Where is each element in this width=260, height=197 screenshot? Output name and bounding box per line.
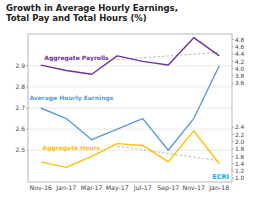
chart: Growth in Average Hourly Earnings,Total … <box>0 0 260 197</box>
y2-tick <box>232 68 234 69</box>
y2-tick-label: 4.6 <box>235 44 245 50</box>
y2-tick-label: 2.0 <box>235 139 245 145</box>
y2-tick-label: 1.6 <box>235 154 245 160</box>
y-tick-label: 2.6 <box>15 125 25 132</box>
annotation: ECRI <box>212 173 229 181</box>
series-label: Aggregate Payrolls <box>44 54 109 62</box>
y2-tick <box>232 171 234 172</box>
grid <box>28 66 232 151</box>
plot-frame <box>28 34 232 182</box>
title: Growth in Average Hourly Earnings,Total … <box>6 3 178 23</box>
y2-tick <box>232 134 234 135</box>
y2-tick-label: 4.2 <box>235 59 245 65</box>
y2-tick <box>232 156 234 157</box>
y2-tick-label: 3.6 <box>235 80 245 86</box>
grid-line <box>28 86 232 87</box>
x-tick-label: Sep-17 <box>157 184 179 192</box>
title-line: Total Pay and Total Hours (%) <box>6 13 147 23</box>
y-tick-label: 2.5 <box>15 146 25 153</box>
y2-tick-label: 4.4 <box>235 51 245 57</box>
x-tick-label: Nov-16 <box>30 184 52 191</box>
y2-tick <box>232 141 234 142</box>
y2-tick-label: 4.8 <box>235 37 245 43</box>
series-label: Aggregate Hours <box>43 144 101 152</box>
grid-line <box>28 65 232 66</box>
x-tick-label: Nov-17 <box>183 184 205 191</box>
y2-tick <box>232 163 234 164</box>
y2-tick <box>232 76 234 77</box>
x-tick-label: Jan-18 <box>208 184 229 192</box>
y2-tick-label: 1.8 <box>235 146 245 152</box>
trend-line <box>117 146 219 161</box>
y2-tick <box>232 83 234 84</box>
y-tick <box>26 108 28 109</box>
y2-tick <box>232 54 234 55</box>
series-label: Average Hourly Earnings <box>29 94 113 102</box>
x-tick-label: Jan-17 <box>55 184 76 192</box>
y2-tick <box>232 46 234 47</box>
y2-tick <box>232 149 234 150</box>
y2-tick <box>232 178 234 179</box>
title-line: Growth in Average Hourly Earnings, <box>6 3 178 13</box>
y2-tick-label: 1.4 <box>235 161 245 167</box>
y-tick <box>26 150 28 151</box>
y2-tick <box>232 39 234 40</box>
y-tick <box>26 129 28 130</box>
y-tick-label: 2.9 <box>15 62 25 69</box>
x-tick-label: May-17 <box>106 184 129 192</box>
y2-tick-label: 1.0 <box>235 175 245 181</box>
y-tick-label: 2.8 <box>15 83 25 90</box>
x-tick-label: Mar-17 <box>81 184 103 191</box>
series-line <box>41 131 220 168</box>
y-tick <box>26 65 28 66</box>
y2-tick <box>232 127 234 128</box>
y2-tick-label: 2.2 <box>235 132 245 138</box>
y-tick-label: 2.7 <box>15 104 25 111</box>
y2-tick-label: 2.4 <box>235 124 245 130</box>
series-line <box>41 38 220 75</box>
y2-tick-label: 3.8 <box>235 73 245 79</box>
y2-tick-label: 4.0 <box>235 66 245 72</box>
x-tick-label: Jul-17 <box>133 184 152 192</box>
y-tick <box>26 86 28 87</box>
chart-container: Growth in Average Hourly Earnings,Total … <box>0 0 260 197</box>
y2-tick-label: 1.2 <box>235 168 245 174</box>
grid-line <box>28 129 232 130</box>
plot-area <box>41 38 220 168</box>
grid-line <box>28 108 232 109</box>
y2-tick <box>232 61 234 62</box>
trend-line <box>117 52 219 59</box>
axes: 2.5 2.6 2.7 2.8 2.9 1.01.21.41.6 1.82.02.2 2.4 3… <box>15 37 244 192</box>
series-line <box>41 66 220 151</box>
